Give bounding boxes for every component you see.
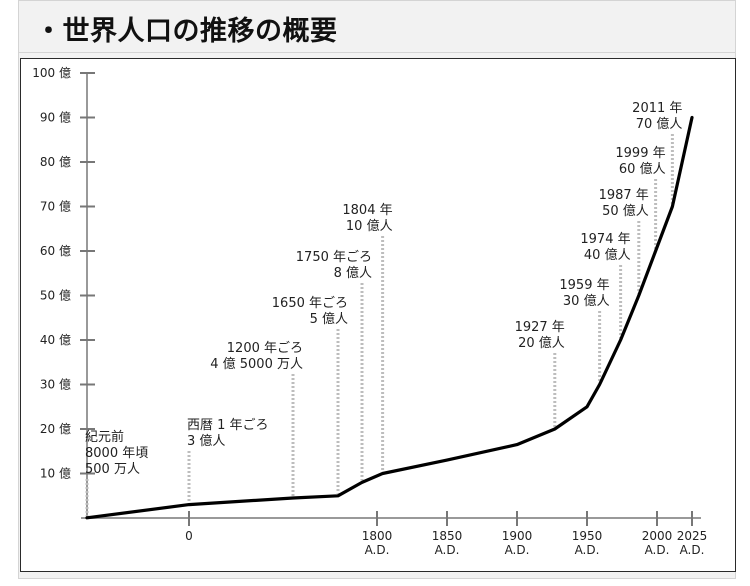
- chart-box: 10 億 20 億 30 億 40 億 50 億 60 億 70 億 80 億 90 億 100 …: [20, 58, 736, 572]
- x-tick-label: 2025: [677, 529, 708, 543]
- annotation-label: 3 億人: [187, 433, 225, 449]
- y-tick-label: 10 億: [40, 467, 71, 481]
- annotation-label: 10 億人: [346, 218, 393, 234]
- annotation-label: 紀元前: [85, 429, 124, 445]
- annotation-label: 8 億人: [334, 265, 372, 281]
- x-tick-label: A.D.: [575, 543, 600, 557]
- annotation-label: 1650 年ごろ: [272, 295, 348, 311]
- annotation-label: 1750 年ごろ: [296, 249, 372, 265]
- annotation-label: 1200 年ごろ: [227, 340, 303, 356]
- annotation-label: 1974 年: [580, 232, 630, 247]
- x-tick-label: A.D.: [505, 543, 530, 557]
- y-tick-label: 80 億: [40, 155, 71, 169]
- y-tick-label: 100 億: [32, 66, 71, 80]
- annotation-label: 40 億人: [584, 247, 631, 263]
- x-tick-label: A.D.: [365, 543, 390, 557]
- annotation-label: 70 億人: [636, 116, 683, 132]
- annotation-label: 50 億人: [602, 203, 649, 219]
- annotation-label: 30 億人: [563, 293, 610, 309]
- population-chart: 10 億 20 億 30 億 40 億 50 億 60 億 70 億 80 億 90 億 100 …: [32, 66, 708, 557]
- annotation-label: 1927 年: [515, 320, 565, 335]
- x-tick-label: 1850: [432, 529, 463, 543]
- x-tick-label: 0: [185, 529, 193, 543]
- annotation-label: 60 億人: [619, 161, 666, 177]
- x-tick-label: 1950: [572, 529, 603, 543]
- annotation-label: 20 億人: [518, 335, 565, 351]
- title-bar: ・世界人口の推移の概要: [18, 0, 736, 53]
- x-tick-label: 1900: [502, 529, 533, 543]
- annotation-label: 西暦 1 年ごろ: [187, 417, 269, 433]
- y-tick-label: 20 億: [40, 422, 71, 436]
- annotation-label: 1987 年: [599, 188, 649, 203]
- annotation-label: 4 億 5000 万人: [210, 356, 303, 372]
- x-tick-label: A.D.: [680, 543, 705, 557]
- y-tick-label: 90 億: [40, 111, 71, 125]
- y-tick-label: 30 億: [40, 378, 71, 392]
- annotation-label: 1804 年: [342, 203, 392, 218]
- annotation-label: 2011 年: [632, 101, 682, 116]
- x-tick-label: 1800: [362, 529, 393, 543]
- y-tick-label: 50 億: [40, 289, 71, 303]
- population-line: [85, 115, 694, 520]
- y-tick-label: 70 億: [40, 200, 71, 214]
- x-tick-label: 2000: [642, 529, 673, 543]
- page-title: ・世界人口の推移の概要: [35, 16, 338, 47]
- annotation-label: 500 万人: [85, 462, 140, 477]
- annotation-label: 1999 年: [615, 146, 665, 161]
- annotation-label: 8000 年頃: [85, 446, 148, 461]
- y-tick-label: 40 億: [40, 333, 71, 347]
- x-tick-label: A.D.: [645, 543, 670, 557]
- annotation-label: 5 億人: [310, 311, 348, 327]
- x-tick-label: A.D.: [435, 543, 460, 557]
- annotation-label: 1959 年: [559, 278, 609, 293]
- y-tick-label: 60 億: [40, 244, 71, 258]
